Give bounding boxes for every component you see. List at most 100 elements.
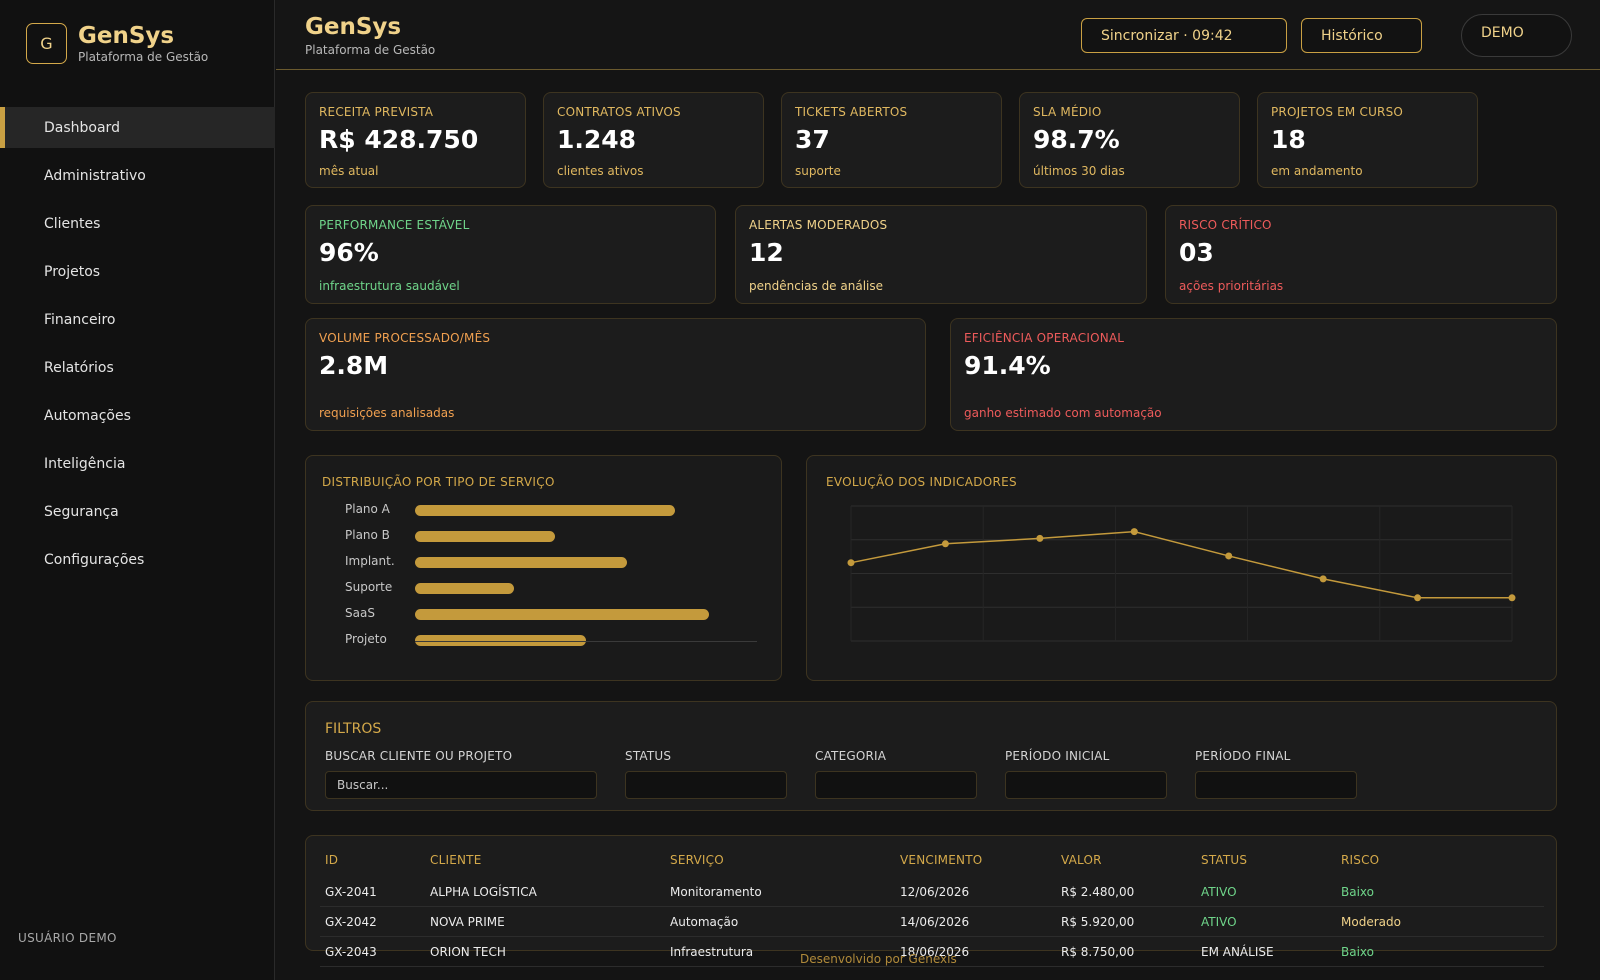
kpi-card-tickets: TICKETS ABERTOS 37 suporte bbox=[781, 92, 1002, 188]
kpi-label: TICKETS ABERTOS bbox=[795, 105, 908, 119]
kpi-card-contratos: CONTRATOS ATIVOS 1.248 clientes ativos bbox=[543, 92, 764, 188]
cell-due: 14/06/2026 bbox=[900, 915, 970, 929]
status-filter-label: STATUS bbox=[625, 749, 672, 763]
kpi-label: CONTRATOS ATIVOS bbox=[557, 105, 681, 119]
wide-label: VOLUME PROCESSADO/MÊS bbox=[319, 331, 491, 345]
service-distribution-panel: DISTRIBUIÇÃO POR TIPO DE SERVIÇO Plano A… bbox=[305, 455, 782, 681]
kpi-sub: clientes ativos bbox=[557, 164, 644, 178]
footer-credit: Desenvolvido por Genexis bbox=[800, 952, 957, 966]
kpi-sub: mês atual bbox=[319, 164, 379, 178]
sidebar-item-dashboard[interactable]: Dashboard bbox=[0, 107, 275, 148]
history-button[interactable]: Histórico bbox=[1301, 18, 1422, 53]
end-date-field[interactable] bbox=[1195, 771, 1357, 799]
status-value: 96% bbox=[319, 238, 379, 267]
bar-suporte[interactable] bbox=[415, 583, 515, 594]
sidebar-nav: Dashboard Administrativo Clientes Projet… bbox=[0, 107, 275, 587]
search-input[interactable] bbox=[325, 771, 597, 799]
kpi-sub: suporte bbox=[795, 164, 841, 178]
kpi-sub: últimos 30 dias bbox=[1033, 164, 1125, 178]
sync-button[interactable]: Sincronizar · 09:42 bbox=[1081, 18, 1287, 53]
data-point[interactable] bbox=[1319, 575, 1327, 583]
brand[interactable]: G GenSys Plataforma de Gestão bbox=[26, 22, 208, 64]
status-filter[interactable] bbox=[625, 771, 787, 799]
cell-risk: Moderado bbox=[1341, 915, 1401, 929]
sidebar-item-inteligencia[interactable]: Inteligência bbox=[44, 455, 126, 472]
sidebar-item-relatorios[interactable]: Relatórios bbox=[44, 359, 114, 376]
status-card-performance: PERFORMANCE ESTÁVEL 96% infraestrutura s… bbox=[305, 205, 716, 304]
sidebar-item-clientes[interactable]: Clientes bbox=[44, 215, 101, 232]
sidebar-item-automacoes[interactable]: Automações bbox=[44, 407, 131, 424]
cell-service: Infraestrutura bbox=[670, 945, 754, 959]
data-point[interactable] bbox=[1036, 534, 1044, 542]
sidebar: G GenSys Plataforma de Gestão Dashboard … bbox=[0, 0, 275, 980]
wide-sub: requisições analisadas bbox=[319, 406, 455, 420]
table-row[interactable]: GX-2043 ORION TECH Infraestrutura 18/06/… bbox=[320, 937, 1544, 967]
sidebar-item-administrativo[interactable]: Administrativo bbox=[44, 167, 146, 184]
demo-badge[interactable]: DEMO bbox=[1461, 14, 1572, 57]
status-value: 12 bbox=[749, 238, 784, 267]
col-header-due[interactable]: VENCIMENTO bbox=[900, 853, 983, 867]
bar-plano-a[interactable] bbox=[415, 505, 675, 516]
cell-status: ATIVO bbox=[1201, 915, 1237, 929]
cell-due: 12/06/2026 bbox=[900, 885, 970, 899]
end-date-label: PERÍODO FINAL bbox=[1195, 749, 1291, 763]
series-line bbox=[850, 530, 1512, 599]
kpi-label: PROJETOS EM CURSO bbox=[1271, 105, 1404, 119]
sidebar-item-financeiro[interactable]: Financeiro bbox=[44, 311, 116, 328]
col-header-risk[interactable]: RISCO bbox=[1341, 853, 1380, 867]
col-header-service[interactable]: SERVIÇO bbox=[670, 853, 724, 867]
data-point[interactable] bbox=[1508, 594, 1516, 602]
cell-value: R$ 2.480,00 bbox=[1061, 885, 1135, 899]
kpi-value: 98.7% bbox=[1033, 125, 1120, 154]
cell-client: ALPHA LOGÍSTICA bbox=[430, 885, 537, 899]
sidebar-item-configuracoes[interactable]: Configurações bbox=[44, 551, 145, 568]
kpi-value: 1.248 bbox=[557, 125, 637, 154]
data-point[interactable] bbox=[847, 559, 855, 567]
kpi-card-sla: SLA MÉDIO 98.7% últimos 30 dias bbox=[1019, 92, 1240, 188]
data-point[interactable] bbox=[1130, 528, 1138, 536]
bar-chart-axis bbox=[415, 641, 757, 642]
bar-plano-b[interactable] bbox=[415, 531, 556, 542]
cell-id: GX-2042 bbox=[325, 915, 377, 929]
table-row[interactable]: GX-2042 NOVA PRIME Automação 14/06/2026 … bbox=[320, 907, 1544, 937]
kpi-label: SLA MÉDIO bbox=[1033, 105, 1102, 119]
category-filter[interactable] bbox=[815, 771, 977, 799]
col-header-status[interactable]: STATUS bbox=[1201, 853, 1248, 867]
cell-id: GX-2043 bbox=[325, 945, 377, 959]
bar-label: Implant. bbox=[345, 554, 395, 568]
status-label: PERFORMANCE ESTÁVEL bbox=[319, 218, 470, 232]
bar-label: Suporte bbox=[345, 580, 393, 594]
col-header-value[interactable]: VALOR bbox=[1061, 853, 1102, 867]
data-point[interactable] bbox=[1225, 552, 1233, 560]
bar-projeto[interactable] bbox=[415, 635, 586, 646]
cell-client: NOVA PRIME bbox=[430, 915, 505, 929]
data-point[interactable] bbox=[941, 540, 949, 548]
search-label: BUSCAR CLIENTE OU PROJETO bbox=[325, 749, 513, 763]
sidebar-item-projetos[interactable]: Projetos bbox=[44, 263, 101, 280]
wide-value: 2.8M bbox=[319, 351, 389, 380]
data-point[interactable] bbox=[1414, 594, 1422, 602]
bar-saas[interactable] bbox=[415, 609, 710, 620]
col-header-client[interactable]: CLIENTE bbox=[430, 853, 482, 867]
bar-row: SaaS bbox=[345, 605, 755, 625]
bar-row: Plano B bbox=[345, 527, 755, 547]
sidebar-item-seguranca[interactable]: Segurança bbox=[44, 503, 119, 520]
kpi-value: 37 bbox=[795, 125, 830, 154]
category-filter-label: CATEGORIA bbox=[815, 749, 887, 763]
bar-row: Projeto bbox=[345, 631, 755, 651]
bar-implant[interactable] bbox=[415, 557, 628, 568]
bar-label: Projeto bbox=[345, 632, 387, 646]
col-header-id[interactable]: ID bbox=[325, 853, 339, 867]
indicators-evolution-panel: EVOLUÇÃO DOS INDICADORES bbox=[806, 455, 1557, 681]
cell-risk: Baixo bbox=[1341, 885, 1374, 899]
status-card-alertas: ALERTAS MODERADOS 12 pendências de análi… bbox=[735, 205, 1147, 304]
bar-row: Implant. bbox=[345, 553, 755, 573]
kpi-value: R$ 428.750 bbox=[319, 125, 479, 154]
sidebar-user-label: USUÁRIO DEMO bbox=[18, 931, 117, 945]
start-date-field[interactable] bbox=[1005, 771, 1167, 799]
contracts-table: ID CLIENTE SERVIÇO VENCIMENTO VALOR STAT… bbox=[305, 835, 1557, 967]
table-row[interactable]: GX-2041 ALPHA LOGÍSTICA Monitoramento 12… bbox=[320, 877, 1544, 907]
wide-card-eficiencia: EFICIÊNCIA OPERACIONAL 91.4% ganho estim… bbox=[950, 318, 1557, 431]
chart-title: EVOLUÇÃO DOS INDICADORES bbox=[826, 475, 1017, 489]
top-header: GenSys Plataforma de Gestão Sincronizar … bbox=[276, 0, 1600, 70]
